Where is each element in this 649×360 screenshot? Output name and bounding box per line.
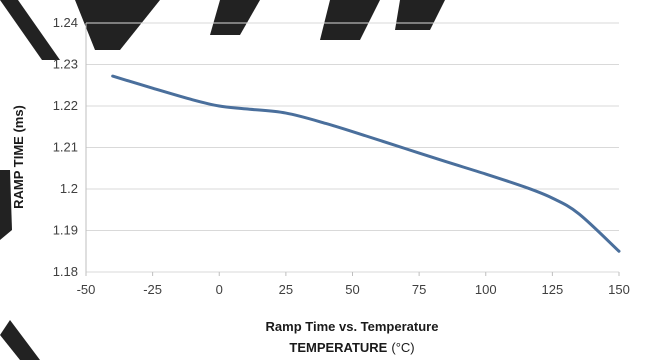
grid-lines	[86, 22, 619, 273]
x-tick-label: 125	[542, 282, 564, 297]
y-tick-label: 1.19	[53, 223, 78, 238]
x-tick-label: -25	[143, 282, 162, 297]
x-tick-label: 0	[216, 282, 223, 297]
x-tick-labels: -50 -25 0 25 50 75 100 125 150	[77, 282, 630, 297]
x-tick-label: 100	[475, 282, 497, 297]
y-tick-label: 1.22	[53, 98, 78, 113]
chart-title: Ramp Time vs. Temperature	[266, 319, 439, 334]
x-tick-label: 25	[279, 282, 293, 297]
axes	[85, 23, 620, 276]
y-axis-title: RAMP TIME (ms)	[11, 105, 26, 209]
y-tick-label: 1.21	[53, 140, 78, 155]
y-tick-labels: 1.24 1.23 1.22 1.21 1.2 1.19 1.18	[53, 15, 78, 279]
series-line-0	[111, 74, 621, 253]
x-tick-label: -50	[77, 282, 96, 297]
x-axis-unit: (°C)	[391, 340, 414, 355]
watermark-marks	[0, 0, 445, 360]
y-tick-label: 1.24	[53, 15, 78, 30]
x-tick-label: 75	[412, 282, 426, 297]
x-tick-label: 150	[608, 282, 630, 297]
x-tick-label: 50	[345, 282, 359, 297]
series-group	[111, 74, 621, 253]
x-axis-title: TEMPERATURE (°C)	[289, 340, 414, 355]
x-axis-title-label: TEMPERATURE	[289, 340, 387, 355]
y-tick-label: 1.23	[53, 57, 78, 72]
y-tick-label: 1.2	[60, 181, 78, 196]
y-tick-label: 1.18	[53, 264, 78, 279]
